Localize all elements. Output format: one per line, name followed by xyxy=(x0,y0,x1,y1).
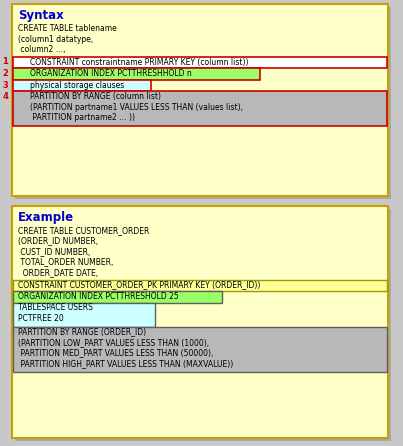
FancyBboxPatch shape xyxy=(15,7,391,199)
Text: 3: 3 xyxy=(2,80,8,90)
FancyBboxPatch shape xyxy=(15,209,391,441)
Text: TOTAL_ORDER NUMBER,: TOTAL_ORDER NUMBER, xyxy=(18,257,113,267)
Text: Syntax: Syntax xyxy=(18,9,64,22)
Text: (PARTITION LOW_PART VALUES LESS THAN (1000),: (PARTITION LOW_PART VALUES LESS THAN (10… xyxy=(18,338,209,347)
FancyBboxPatch shape xyxy=(13,291,222,302)
FancyBboxPatch shape xyxy=(13,57,387,68)
Text: CREATE TABLE CUSTOMER_ORDER: CREATE TABLE CUSTOMER_ORDER xyxy=(18,226,150,235)
Text: ORGANIZATION INDEX PCTTHRESHHOLD n: ORGANIZATION INDEX PCTTHRESHHOLD n xyxy=(30,69,192,78)
Text: CUST_ID NUMBER,: CUST_ID NUMBER, xyxy=(18,247,90,256)
Text: CONSTRAINT CUSTOMER_ORDER_PK PRIMARY KEY (ORDER_ID)): CONSTRAINT CUSTOMER_ORDER_PK PRIMARY KEY… xyxy=(18,281,260,289)
Text: TABLESPACE USERS: TABLESPACE USERS xyxy=(18,303,93,313)
FancyBboxPatch shape xyxy=(12,206,388,438)
Text: PARTITION BY RANGE (ORDER_ID): PARTITION BY RANGE (ORDER_ID) xyxy=(18,327,146,336)
Text: 2: 2 xyxy=(2,69,8,78)
Text: CREATE TABLE tablename: CREATE TABLE tablename xyxy=(18,24,117,33)
Text: PARTITION MED_PART VALUES LESS THAN (50000),: PARTITION MED_PART VALUES LESS THAN (500… xyxy=(18,348,213,358)
Text: column2 …,: column2 …, xyxy=(18,45,66,54)
Text: 4: 4 xyxy=(2,92,8,101)
Text: PARTITION BY RANGE (column list): PARTITION BY RANGE (column list) xyxy=(30,92,161,101)
Text: PARTITION partname2 … )): PARTITION partname2 … )) xyxy=(30,113,135,122)
Text: ORDER_DATE DATE,: ORDER_DATE DATE, xyxy=(18,268,98,277)
Text: Example: Example xyxy=(18,211,74,224)
FancyBboxPatch shape xyxy=(13,91,387,125)
FancyBboxPatch shape xyxy=(13,68,260,79)
Text: PCTFREE 20: PCTFREE 20 xyxy=(18,314,64,323)
Text: physical storage clauses: physical storage clauses xyxy=(30,80,124,90)
FancyBboxPatch shape xyxy=(13,326,387,372)
Text: (ORDER_ID NUMBER,: (ORDER_ID NUMBER, xyxy=(18,236,98,245)
Text: PARTITION HIGH_PART VALUES LESS THAN (MAXVALUE)): PARTITION HIGH_PART VALUES LESS THAN (MA… xyxy=(18,359,233,368)
Text: CONSTRAINT constraintname PRIMARY KEY (column list)): CONSTRAINT constraintname PRIMARY KEY (c… xyxy=(30,58,249,66)
FancyBboxPatch shape xyxy=(12,4,388,196)
FancyBboxPatch shape xyxy=(13,302,155,326)
Text: (PARTITION partname1 VALUES LESS THAN (values list),: (PARTITION partname1 VALUES LESS THAN (v… xyxy=(30,103,243,112)
FancyBboxPatch shape xyxy=(13,79,152,91)
Text: 1: 1 xyxy=(2,58,8,66)
Text: ORGANIZATION INDEX PCTTHRESHOLD 25: ORGANIZATION INDEX PCTTHRESHOLD 25 xyxy=(18,292,179,301)
Text: (column1 datatype,: (column1 datatype, xyxy=(18,34,93,44)
FancyBboxPatch shape xyxy=(13,280,387,291)
